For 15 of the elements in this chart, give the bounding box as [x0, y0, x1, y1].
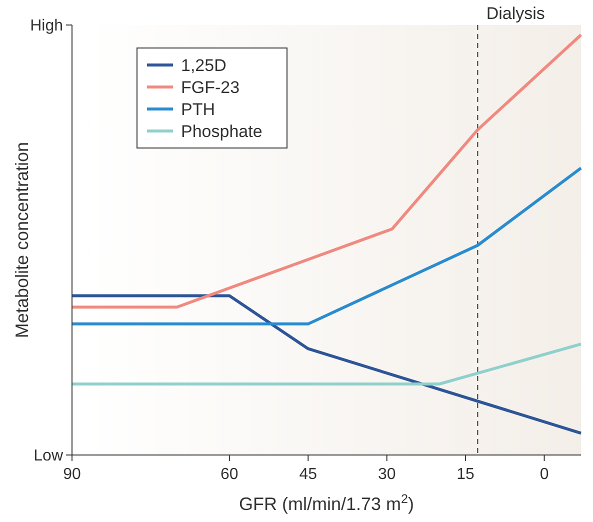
ref-line-label: Dialysis [486, 4, 545, 23]
x-tick-label: 60 [220, 466, 238, 483]
x-tick-label: 15 [456, 466, 475, 483]
y-axis-title: Metabolite concentration [12, 142, 32, 338]
x-tick-label: 90 [63, 466, 81, 483]
x-axis-title: GFR (ml/min/1.73 m$^{2}$) [238, 492, 414, 514]
x-tick-label: 0 [540, 466, 549, 483]
legend-label: FGF-23 [181, 78, 240, 97]
x-tick-label: 45 [299, 466, 318, 483]
legend-label: 1,25D [181, 56, 226, 75]
text: High [30, 18, 63, 35]
legend-label: PTH [181, 100, 215, 119]
text: Low [34, 448, 64, 465]
legend-label: Phosphate [181, 122, 262, 141]
x-tick-label: 30 [378, 466, 396, 483]
